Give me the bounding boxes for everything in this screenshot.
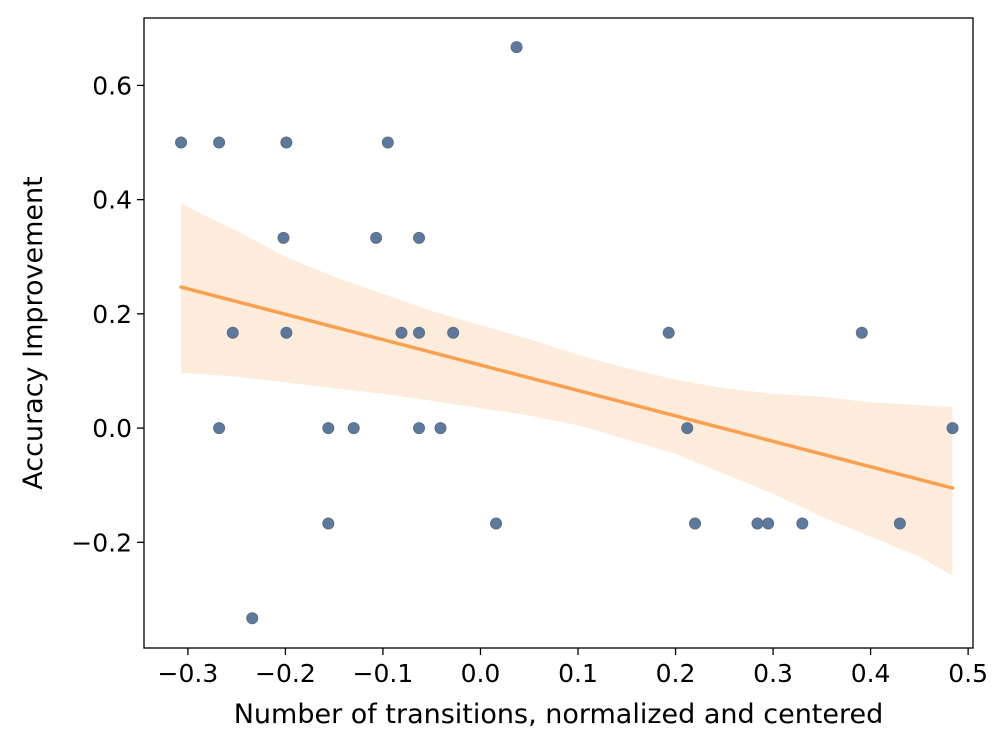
x-axis-ticks: −0.3 −0.2 −0.1 0.0 0.1 0.2 0.3 0.4 0.5 <box>158 648 988 688</box>
data-point <box>381 136 394 149</box>
data-point <box>855 326 868 339</box>
plot-frame <box>143 17 974 649</box>
data-point <box>681 422 694 435</box>
data-point <box>370 231 383 244</box>
x-tick-label: −0.3 <box>158 659 219 688</box>
confidence-band <box>181 203 953 576</box>
data-point <box>413 326 426 339</box>
x-tick-label: 0.2 <box>656 659 696 688</box>
y-tick-label: 0.0 <box>92 414 132 443</box>
y-axis-title: Accuracy Improvement <box>18 176 49 489</box>
data-point <box>277 231 290 244</box>
data-point <box>662 326 675 339</box>
y-tick-label: −0.2 <box>71 528 132 557</box>
x-tick-label: 0.0 <box>461 659 501 688</box>
data-point <box>434 422 447 435</box>
data-point <box>395 326 408 339</box>
data-point <box>213 136 226 149</box>
data-point <box>226 326 239 339</box>
y-tick-label: 0.6 <box>92 71 132 100</box>
data-point <box>347 422 360 435</box>
data-point <box>689 517 702 530</box>
data-point <box>490 517 503 530</box>
data-point <box>447 326 460 339</box>
data-point <box>280 326 293 339</box>
data-point <box>893 517 906 530</box>
regression-line <box>179 285 955 490</box>
data-point <box>246 612 259 625</box>
x-tick-label: −0.1 <box>353 659 414 688</box>
data-point <box>946 422 959 435</box>
data-point <box>322 422 335 435</box>
data-point <box>510 41 523 54</box>
data-point <box>280 136 293 149</box>
x-tick-label: 0.1 <box>558 659 598 688</box>
data-point <box>413 422 426 435</box>
data-point <box>322 517 335 530</box>
data-point <box>413 231 426 244</box>
data-point <box>762 517 775 530</box>
x-tick-label: −0.2 <box>255 659 316 688</box>
x-tick-label: 0.5 <box>948 659 988 688</box>
data-point <box>213 422 226 435</box>
data-point <box>751 517 764 530</box>
y-tick-label: 0.4 <box>92 186 132 215</box>
confidence-band-layer <box>181 203 953 576</box>
x-tick-label: 0.4 <box>851 659 891 688</box>
data-point <box>796 517 809 530</box>
y-axis-ticks: −0.2 0.0 0.2 0.4 0.6 <box>71 71 144 557</box>
data-point <box>175 136 188 149</box>
data-points-layer <box>175 41 959 625</box>
x-tick-label: 0.3 <box>753 659 793 688</box>
y-tick-label: 0.2 <box>92 300 132 329</box>
x-axis-title: Number of transitions, normalized and ce… <box>234 699 884 730</box>
fit-line-layer <box>179 285 955 490</box>
